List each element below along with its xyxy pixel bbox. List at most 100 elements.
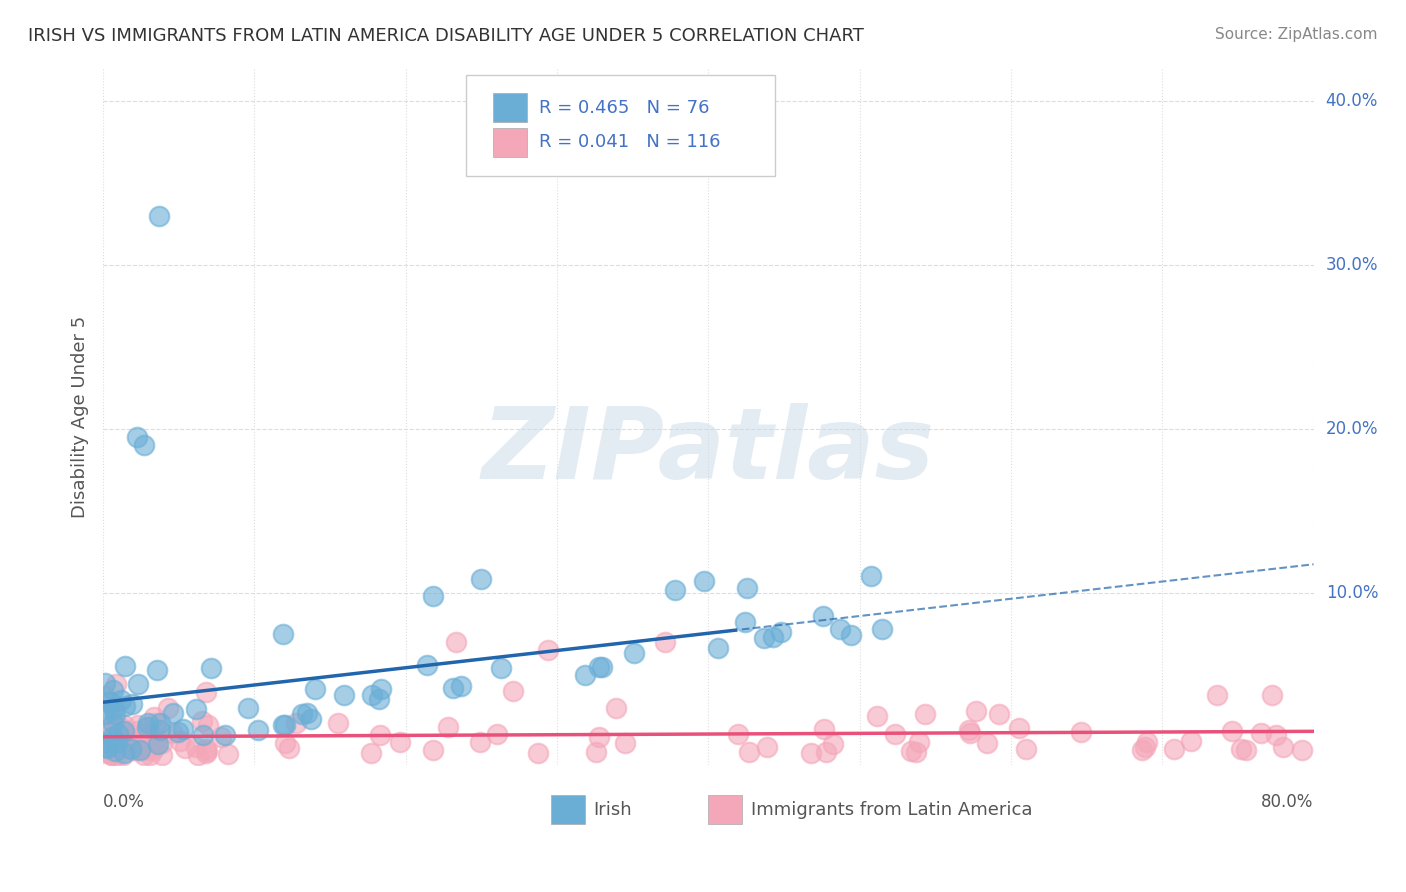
Point xyxy=(101,730,124,744)
Point xyxy=(502,683,524,698)
Point xyxy=(150,736,173,750)
Point xyxy=(134,438,156,452)
Point xyxy=(166,725,188,739)
Point xyxy=(304,682,326,697)
Point xyxy=(859,569,882,583)
Point xyxy=(101,747,124,762)
Point xyxy=(422,589,444,603)
Point xyxy=(134,734,156,748)
Point xyxy=(122,743,145,757)
Point xyxy=(96,740,118,755)
Point xyxy=(139,739,162,754)
Text: R = 0.465   N = 76: R = 0.465 N = 76 xyxy=(538,98,710,117)
Point xyxy=(93,734,115,748)
Point xyxy=(104,744,127,758)
Point xyxy=(1264,728,1286,742)
Point xyxy=(800,746,823,760)
Point xyxy=(187,747,209,762)
Text: Source: ZipAtlas.com: Source: ZipAtlas.com xyxy=(1215,27,1378,42)
Point xyxy=(104,732,127,747)
Point xyxy=(104,676,127,690)
Point xyxy=(1230,741,1253,756)
Point xyxy=(111,721,134,735)
Point xyxy=(574,667,596,681)
Point xyxy=(1136,734,1159,748)
Point xyxy=(114,659,136,673)
Point xyxy=(238,701,260,715)
Point xyxy=(1234,743,1257,757)
Point xyxy=(111,739,134,753)
Point xyxy=(623,646,645,660)
Point xyxy=(149,716,172,731)
Point xyxy=(422,742,444,756)
Point xyxy=(1132,743,1154,757)
Text: 10.0%: 10.0% xyxy=(1326,584,1378,602)
Point xyxy=(209,730,232,744)
Point xyxy=(98,741,121,756)
Point xyxy=(148,737,170,751)
Point xyxy=(197,718,219,732)
Point xyxy=(274,736,297,750)
Point xyxy=(160,726,183,740)
Point xyxy=(96,736,118,750)
Point xyxy=(101,748,124,763)
Point xyxy=(814,745,837,759)
Point xyxy=(145,715,167,730)
Point xyxy=(112,724,135,739)
Point xyxy=(907,735,929,749)
Point xyxy=(654,635,676,649)
Point xyxy=(127,718,149,732)
Text: 80.0%: 80.0% xyxy=(1261,793,1313,811)
Point xyxy=(94,739,117,754)
Point xyxy=(1008,722,1031,736)
Point xyxy=(727,727,749,741)
Text: 0.0%: 0.0% xyxy=(103,793,145,811)
Point xyxy=(1291,743,1313,757)
Point xyxy=(141,735,163,749)
Point xyxy=(486,726,509,740)
Point xyxy=(150,748,173,763)
Point xyxy=(157,701,180,715)
Point xyxy=(841,628,863,642)
Text: 30.0%: 30.0% xyxy=(1326,256,1378,274)
Point xyxy=(770,624,793,639)
Point xyxy=(866,709,889,723)
Point xyxy=(169,734,191,748)
Point xyxy=(588,660,610,674)
Point xyxy=(135,719,157,733)
Point xyxy=(112,718,135,732)
Point xyxy=(735,581,758,595)
FancyBboxPatch shape xyxy=(467,76,775,177)
Point xyxy=(107,726,129,740)
Point xyxy=(98,695,121,709)
Point xyxy=(537,643,560,657)
Point xyxy=(138,726,160,740)
Point xyxy=(104,717,127,731)
Y-axis label: Disability Age Under 5: Disability Age Under 5 xyxy=(72,316,89,518)
Point xyxy=(186,739,208,754)
Point xyxy=(664,582,686,597)
Point xyxy=(97,729,120,743)
Point xyxy=(93,706,115,721)
Point xyxy=(142,710,165,724)
Point xyxy=(692,574,714,588)
Point xyxy=(191,714,214,728)
Point xyxy=(468,734,491,748)
Point xyxy=(1271,739,1294,754)
Point xyxy=(149,723,172,738)
Point xyxy=(139,748,162,763)
Point xyxy=(870,622,893,636)
Bar xyxy=(494,128,527,157)
Point xyxy=(1133,739,1156,754)
Point xyxy=(370,681,392,696)
Point xyxy=(246,723,269,737)
Point xyxy=(957,723,980,737)
Point xyxy=(195,744,218,758)
Point xyxy=(904,745,927,759)
Point xyxy=(136,715,159,730)
Point xyxy=(172,723,194,737)
Point xyxy=(97,736,120,750)
Point xyxy=(762,631,785,645)
Point xyxy=(127,724,149,739)
Point xyxy=(734,615,756,629)
